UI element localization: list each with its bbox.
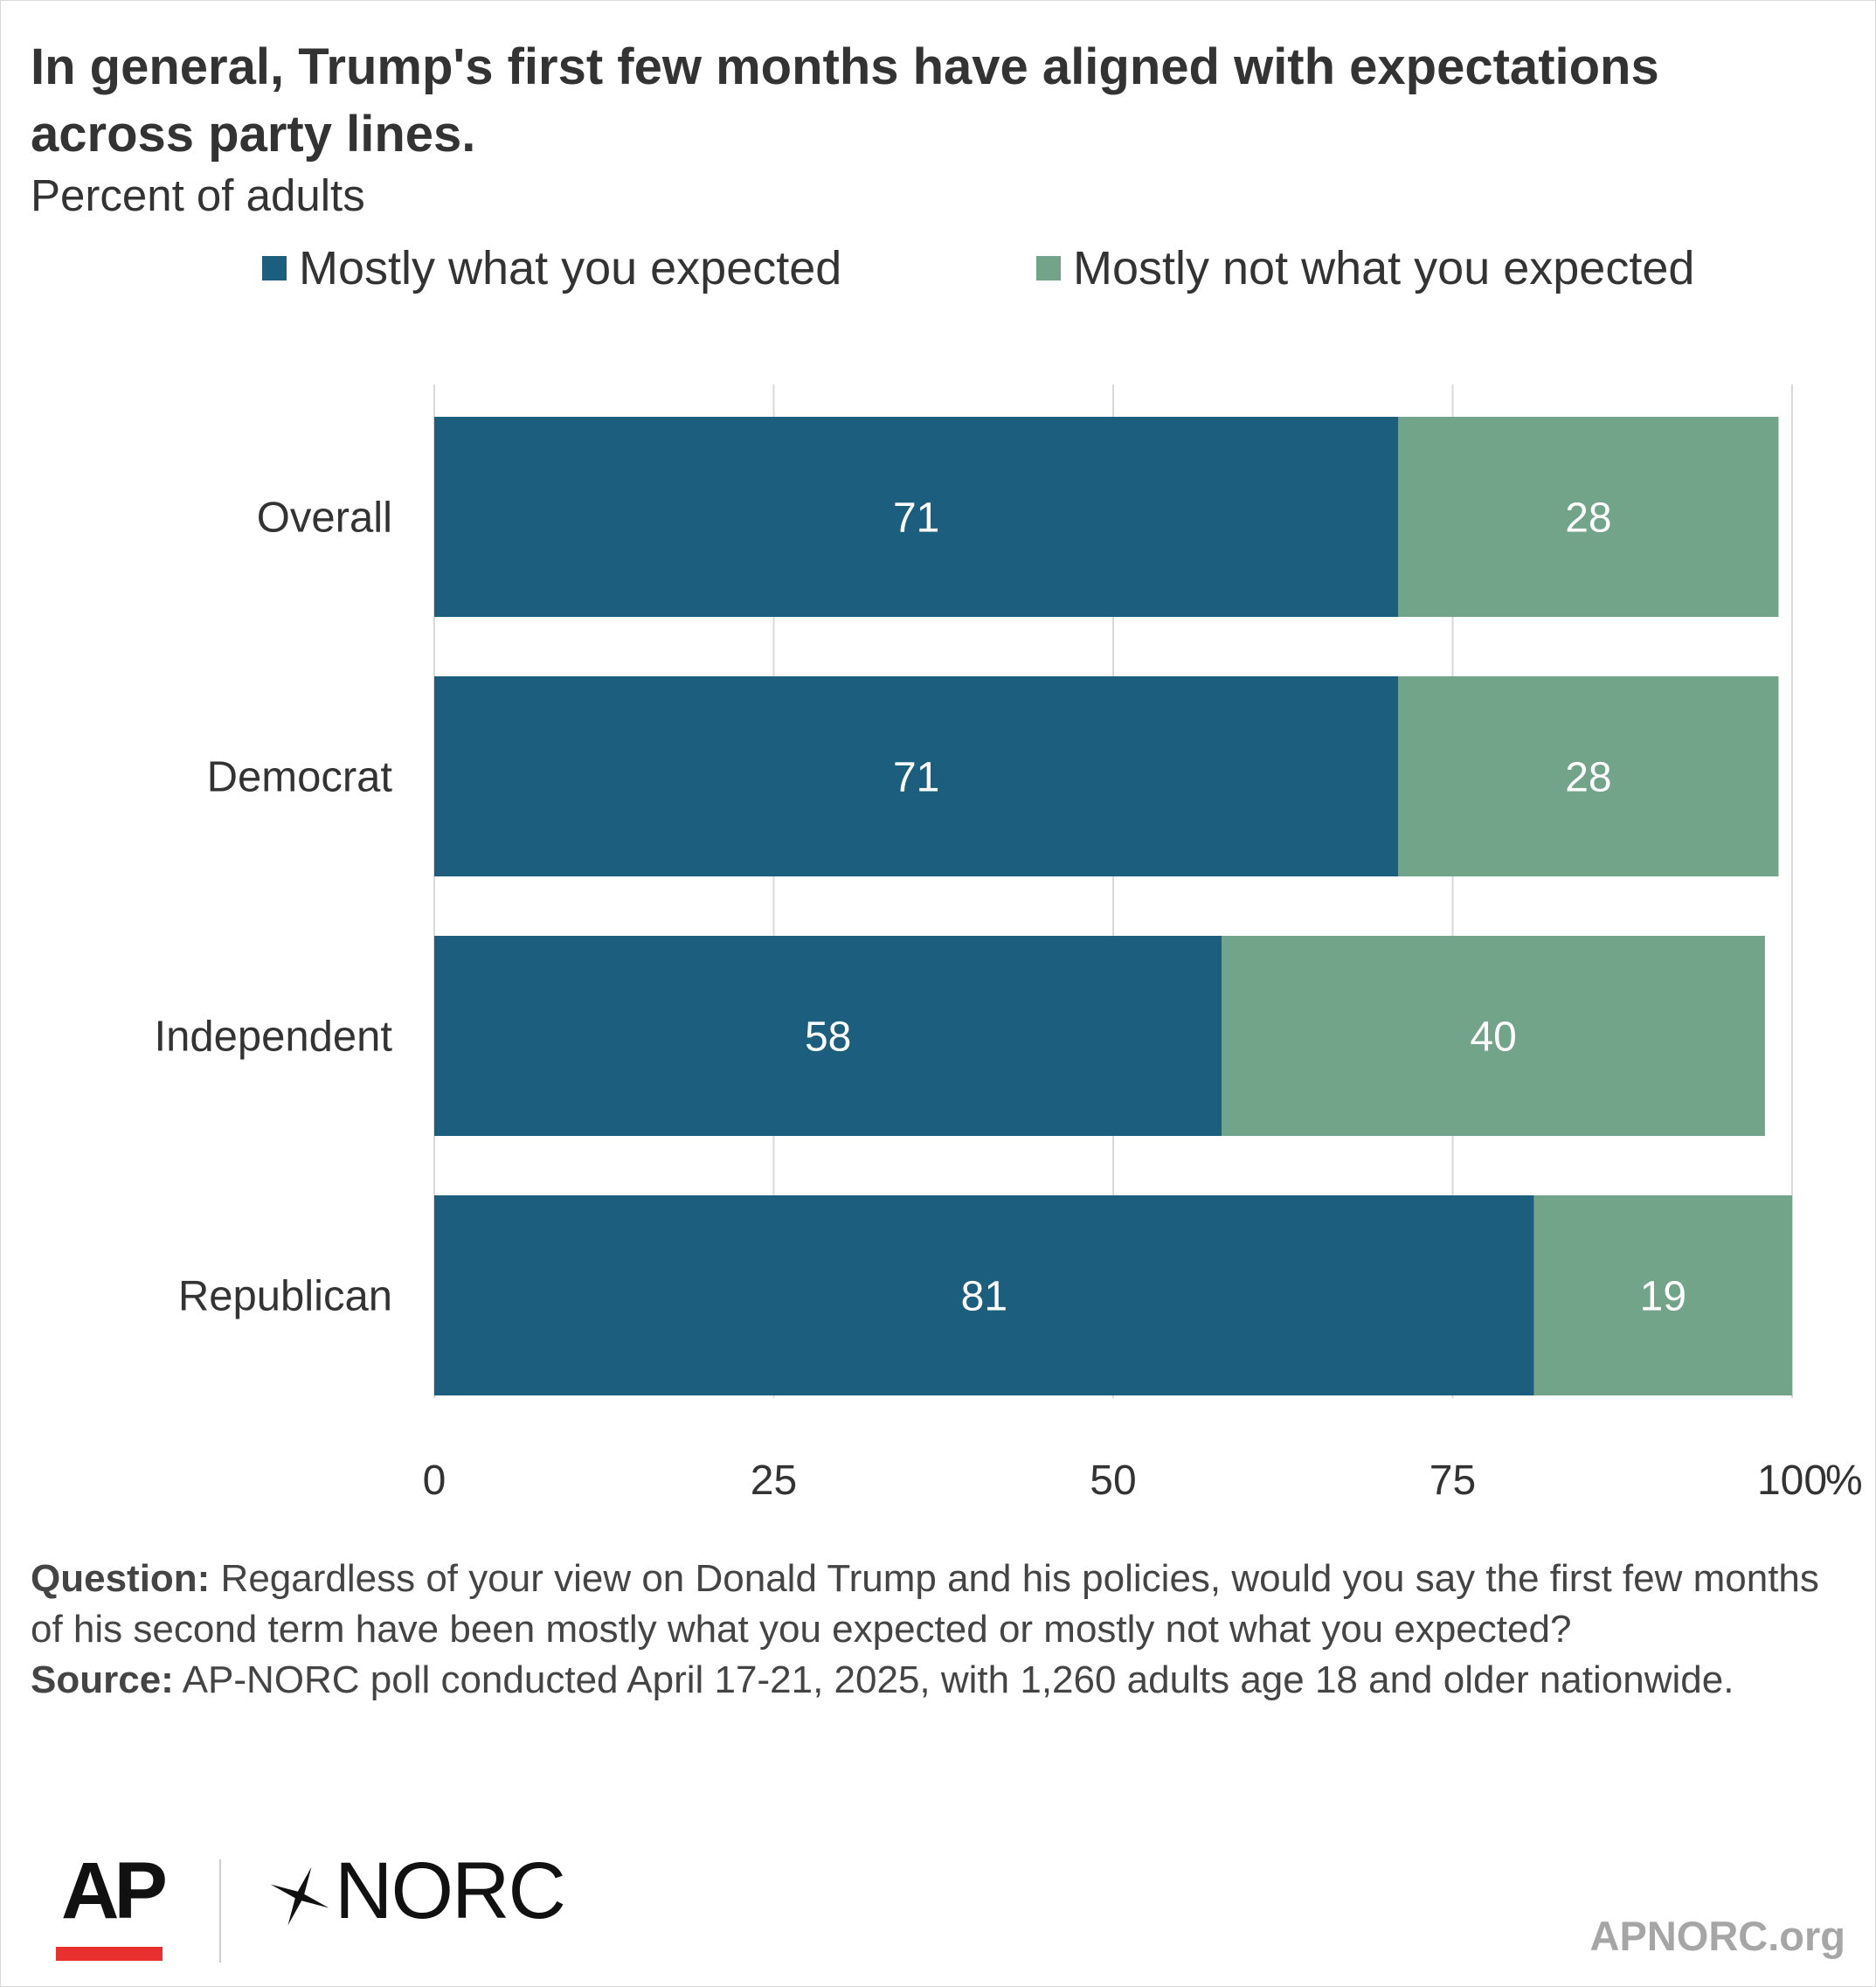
bar-republican-expected: [434, 1195, 1534, 1395]
data-label-overall-expected: 71: [893, 495, 939, 542]
x-tick-label-100: 100: [1757, 1457, 1827, 1504]
data-label-republican-expected: 81: [961, 1274, 1007, 1320]
bar-overall-expected: [434, 417, 1399, 617]
category-label-independent: Independent: [155, 1014, 393, 1061]
site-url: APNORC.org: [1589, 1913, 1845, 1959]
legend-item-expected: Mostly what you expected: [262, 241, 841, 295]
bar-independent-expected: [434, 936, 1222, 1136]
data-label-independent-not-expected: 40: [1470, 1014, 1516, 1061]
legend-item-not-expected: Mostly not what you expected: [1036, 241, 1694, 295]
data-label-republican-not-expected: 19: [1640, 1274, 1686, 1320]
bar-democrat-not-expected: [1398, 676, 1779, 876]
category-label-democrat: Democrat: [207, 754, 393, 801]
legend-label-expected: Mostly what you expected: [299, 242, 842, 294]
norc-logo: NORC: [335, 1846, 566, 1935]
x-tick-label-0: 0: [423, 1457, 447, 1504]
data-label-democrat-expected: 71: [893, 755, 939, 801]
ap-logo: AP: [61, 1846, 168, 1935]
x-tick-label-75: 75: [1429, 1457, 1476, 1504]
chart-title: In general, Trump's first few months hav…: [31, 38, 1659, 163]
legend-swatch-expected: [262, 256, 287, 280]
x-tick-label-25: 25: [751, 1457, 797, 1504]
chart-subtitle: Percent of adults: [31, 170, 365, 220]
x-axis-unit: %: [1825, 1457, 1863, 1504]
category-label-republican: Republican: [178, 1273, 392, 1320]
bar-democrat-expected: [434, 676, 1399, 876]
data-label-democrat-not-expected: 28: [1565, 755, 1611, 801]
bar-independent-not-expected: [1222, 936, 1765, 1136]
logo-divider: [219, 1859, 221, 1963]
source-note: Source: AP-NORC poll conducted April 17-…: [31, 1655, 1848, 1706]
question-note: Question: Regardless of your view on Don…: [31, 1554, 1848, 1655]
norc-star-icon: [270, 1866, 329, 1926]
chart-notes: Question: Regardless of your view on Don…: [31, 1554, 1848, 1706]
x-tick-label-50: 50: [1090, 1457, 1136, 1504]
source-label: Source:: [31, 1658, 174, 1701]
question-label: Question:: [31, 1557, 211, 1600]
data-label-overall-not-expected: 28: [1565, 495, 1611, 542]
data-label-independent-expected: 58: [805, 1014, 851, 1061]
bar-overall-not-expected: [1398, 417, 1779, 617]
category-label-overall: Overall: [257, 495, 392, 542]
stacked-bar-chart: 71 28 Overall 71 28 Democrat 58 40 Independent 81…: [155, 384, 1863, 1504]
question-text: Regardless of your view on Donald Trump …: [31, 1557, 1819, 1651]
ap-logo-underline: [56, 1947, 163, 1961]
bar-republican-not-expected: [1533, 1195, 1792, 1395]
legend-swatch-not-expected: [1036, 256, 1061, 280]
legend-label-not-expected: Mostly not what you expected: [1073, 242, 1695, 294]
source-text: AP-NORC poll conducted April 17-21, 2025…: [173, 1658, 1734, 1701]
